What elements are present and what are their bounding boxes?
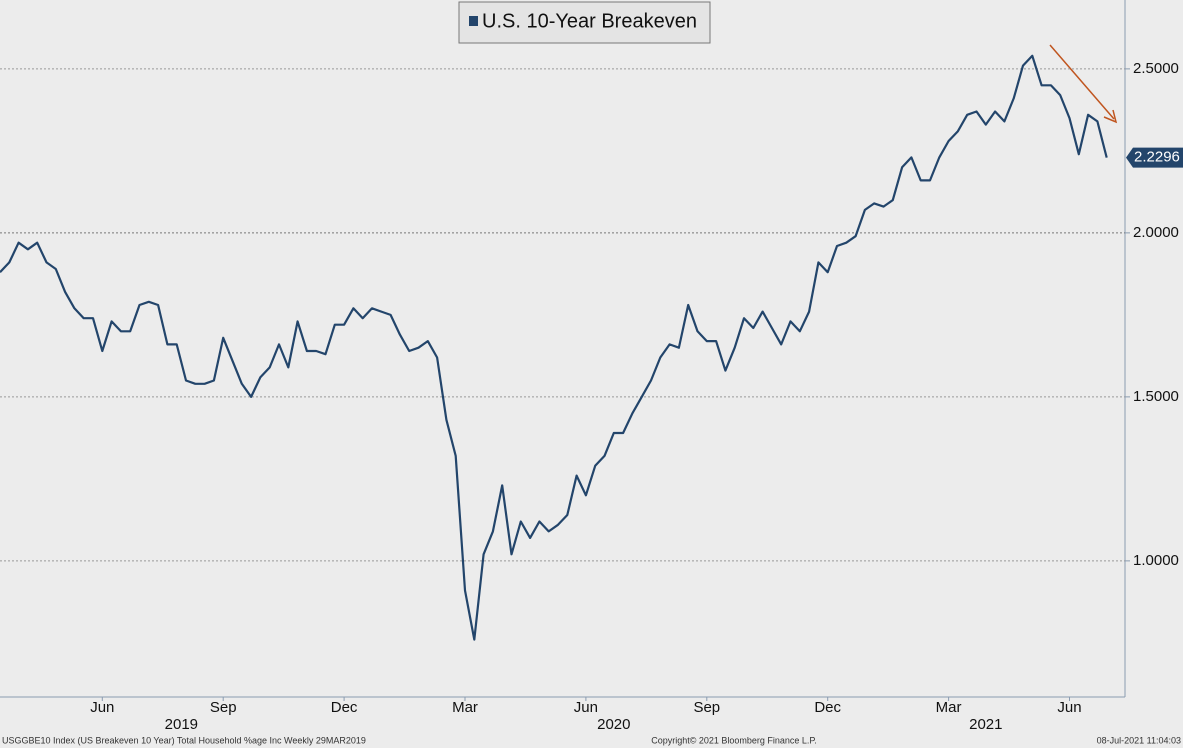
last-value-box [1126, 147, 1183, 168]
legend: U.S. 10-Year Breakeven [458, 1, 711, 44]
x-tick-label: Mar [936, 699, 962, 716]
y-tick-label: 2.0000 [1133, 224, 1179, 241]
legend-box [458, 1, 711, 44]
x-tick-label: Dec [331, 699, 358, 716]
year-label: 2020 [597, 716, 630, 733]
year-label: 2019 [165, 716, 198, 733]
last-value-tag: 2.2296 [1126, 147, 1183, 168]
arrow-head [1103, 109, 1118, 124]
x-tick-label: Sep [210, 699, 237, 716]
footer-source: USGGBE10 Index (US Breakeven 10 Year) To… [2, 735, 366, 745]
last-value-label: 2.2296 [1134, 149, 1180, 166]
x-tick-label: Sep [693, 699, 720, 716]
x-tick-label: Jun [574, 699, 598, 716]
x-tick-label: Dec [814, 699, 841, 716]
footer-timestamp: 08-Jul-2021 11:04:03 [1097, 735, 1181, 745]
y-tick-label: 1.0000 [1133, 552, 1179, 569]
x-tick-label: Mar [452, 699, 478, 716]
x-tick-label: Jun [1057, 699, 1081, 716]
footer-copyright: Copyright© 2021 Bloomberg Finance L.P. [651, 735, 817, 745]
arrow-line [1049, 44, 1115, 120]
x-tick-label: Jun [90, 699, 114, 716]
trend-arrow [1049, 44, 1118, 124]
legend-label: U.S. 10-Year Breakeven [482, 10, 697, 32]
y-tick-label: 2.5000 [1133, 60, 1179, 77]
legend-swatch [469, 16, 478, 26]
series-line [0, 54, 1108, 641]
y-tick-label: 1.5000 [1133, 388, 1179, 405]
year-label: 2021 [969, 716, 1002, 733]
